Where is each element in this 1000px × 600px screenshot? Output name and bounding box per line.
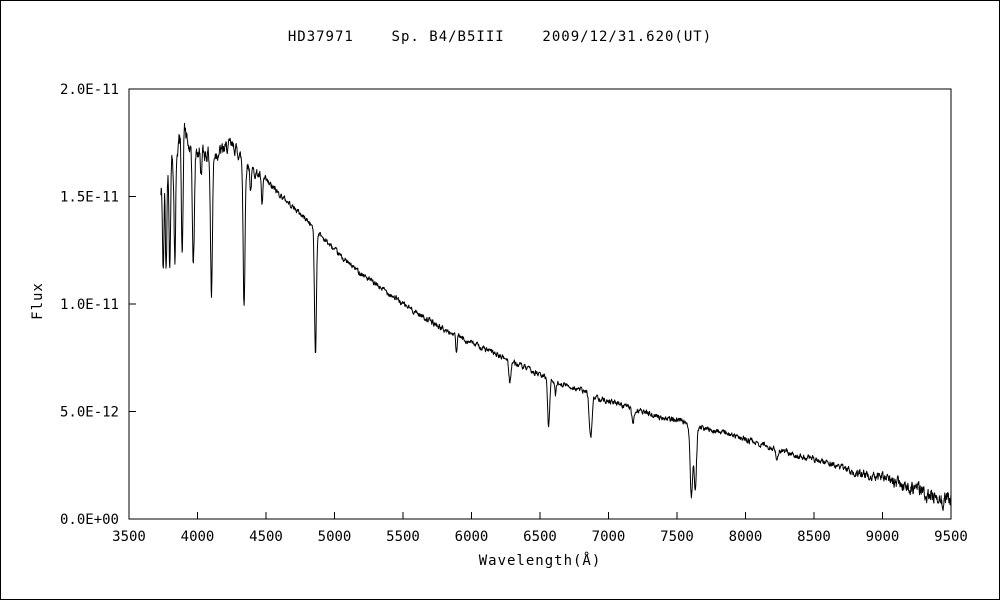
x-tick-label: 3500 bbox=[112, 529, 146, 545]
x-tick-label: 9000 bbox=[866, 529, 900, 545]
y-tick-label: 1.0E-11 bbox=[60, 297, 119, 313]
x-tick-label: 4500 bbox=[249, 529, 283, 545]
x-tick-label: 8500 bbox=[797, 529, 831, 545]
y-tick-label: 1.5E-11 bbox=[60, 190, 119, 206]
y-tick-label: 5.0E-12 bbox=[60, 405, 119, 421]
x-tick-label: 7500 bbox=[660, 529, 694, 545]
spectrum-line bbox=[160, 122, 952, 511]
x-tick-label: 5500 bbox=[386, 529, 420, 545]
x-tick-label: 8000 bbox=[729, 529, 763, 545]
x-tick-label: 6000 bbox=[455, 529, 489, 545]
x-tick-label: 7000 bbox=[592, 529, 626, 545]
y-tick-label: 0.0E+00 bbox=[60, 512, 119, 528]
x-tick-label: 6500 bbox=[523, 529, 557, 545]
axis-box bbox=[128, 88, 952, 520]
x-axis-label: Wavelength(Å) bbox=[478, 553, 602, 569]
y-tick-label: 2.0E-11 bbox=[60, 82, 119, 98]
chart-title: HD37971 Sp. B4/B5III 2009/12/31.620(UT) bbox=[287, 29, 713, 45]
x-tick-label: 5000 bbox=[318, 529, 352, 545]
x-tick-label: 4000 bbox=[181, 529, 215, 545]
x-tick-label: 9500 bbox=[934, 529, 968, 545]
